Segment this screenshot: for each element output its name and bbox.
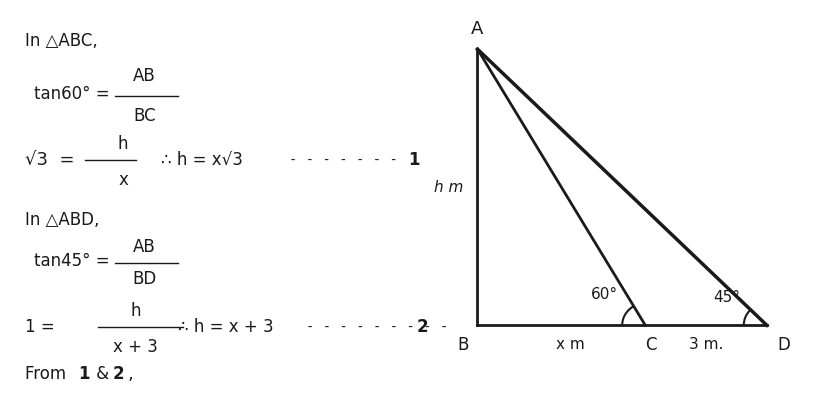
Text: 1: 1 xyxy=(79,365,90,383)
Text: AB: AB xyxy=(133,67,155,85)
Text: h: h xyxy=(118,134,128,153)
Text: x m: x m xyxy=(555,337,584,352)
Text: - - - - - - -: - - - - - - - xyxy=(289,152,398,167)
Text: AB: AB xyxy=(133,238,155,257)
Text: ∴ h = x√3: ∴ h = x√3 xyxy=(161,150,243,169)
Text: - - - - - - - - -: - - - - - - - - - xyxy=(306,320,448,334)
Text: BC: BC xyxy=(133,107,155,125)
Text: tan45° =: tan45° = xyxy=(34,252,110,271)
Text: C: C xyxy=(645,336,657,354)
Text: 1: 1 xyxy=(408,150,420,169)
Text: ,: , xyxy=(123,365,133,383)
Text: h m: h m xyxy=(434,180,463,195)
Text: h: h xyxy=(131,302,141,320)
Text: 60°: 60° xyxy=(591,287,618,302)
Text: 1 =: 1 = xyxy=(25,318,55,336)
Text: 2: 2 xyxy=(416,318,428,336)
Text: √3  =: √3 = xyxy=(25,150,74,169)
Text: 2: 2 xyxy=(112,365,124,383)
Text: x + 3: x + 3 xyxy=(114,338,158,356)
Text: &: & xyxy=(91,365,115,383)
Text: In △ABC,: In △ABC, xyxy=(25,32,98,50)
Text: D: D xyxy=(778,336,791,354)
Text: In △ABD,: In △ABD, xyxy=(25,211,100,229)
Text: B: B xyxy=(457,336,469,354)
Text: ∴ h = x + 3: ∴ h = x + 3 xyxy=(178,318,274,336)
Text: x: x xyxy=(118,170,128,189)
Text: 45°: 45° xyxy=(712,290,740,305)
Text: BD: BD xyxy=(133,270,156,288)
Text: 3 m.: 3 m. xyxy=(689,337,723,352)
Text: From: From xyxy=(25,365,71,383)
Text: A: A xyxy=(471,20,483,38)
Text: tan60° =: tan60° = xyxy=(34,85,110,103)
